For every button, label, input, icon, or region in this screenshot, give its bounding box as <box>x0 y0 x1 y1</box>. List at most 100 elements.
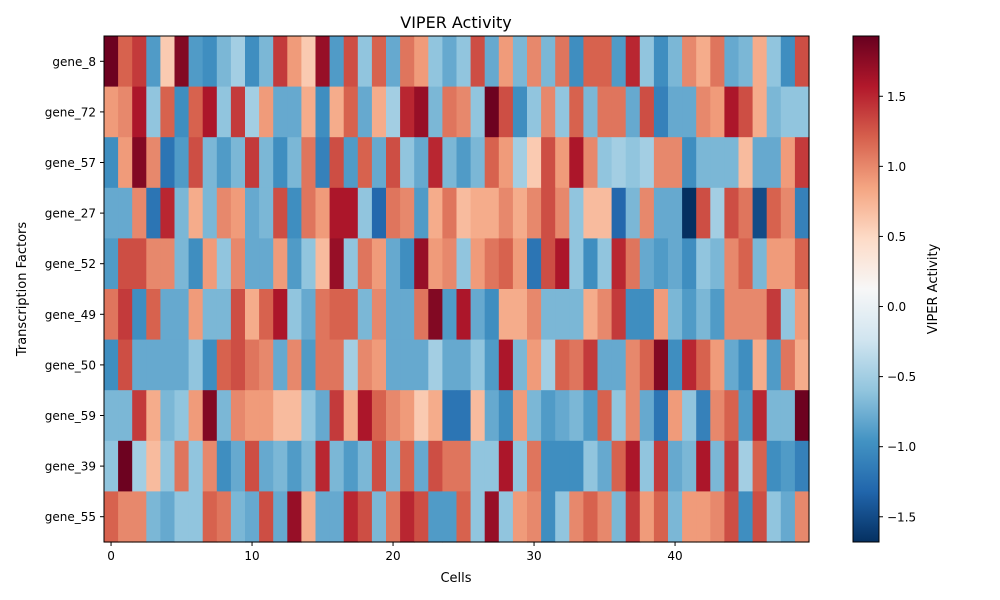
heatmap-cell <box>653 137 669 189</box>
heatmap-cell <box>315 86 331 138</box>
heatmap-cell <box>696 339 711 391</box>
heatmap-cell <box>639 390 655 442</box>
heatmap-cell <box>104 238 119 290</box>
heatmap-cell <box>668 238 683 290</box>
colorbar-tick-label: 1.0 <box>887 160 906 174</box>
heatmap-cell <box>456 491 472 543</box>
heatmap-cell <box>216 187 232 239</box>
heatmap-cell <box>597 36 613 88</box>
heatmap-cell <box>202 289 218 341</box>
heatmap-cell <box>696 36 711 88</box>
heatmap-cell <box>738 238 754 290</box>
heatmap-cell <box>371 289 387 341</box>
heatmap-cell <box>710 36 725 88</box>
heatmap-cell <box>456 36 472 88</box>
heatmap-cell <box>386 390 401 442</box>
heatmap-cell <box>569 238 584 290</box>
heatmap-cell <box>724 36 740 88</box>
heatmap-cell <box>470 187 486 239</box>
heatmap-cell <box>442 187 458 239</box>
heatmap-cell <box>442 86 458 138</box>
heatmap-cell <box>668 86 683 138</box>
heatmap-cell <box>794 440 810 492</box>
heatmap-cell <box>611 491 627 543</box>
heatmap-cells <box>104 36 810 543</box>
heatmap-cell <box>625 339 641 391</box>
heatmap-cell <box>710 289 725 341</box>
heatmap-cell <box>780 238 796 290</box>
heatmap-cell <box>555 440 570 492</box>
heatmap-cell <box>512 390 528 442</box>
heatmap-cell <box>301 289 317 341</box>
heatmap-cell <box>710 238 725 290</box>
heatmap-cell <box>315 238 331 290</box>
heatmap-cell <box>245 289 260 341</box>
heatmap-cell <box>414 137 429 189</box>
heatmap-cell <box>118 86 133 138</box>
heatmap-cell <box>569 289 584 341</box>
heatmap-cell <box>315 491 331 543</box>
heatmap-cell <box>118 390 133 442</box>
heatmap-cell <box>315 289 331 341</box>
heatmap-cell <box>541 86 556 138</box>
heatmap-cell <box>527 339 542 391</box>
heatmap-cell <box>484 390 500 442</box>
heatmap-cell <box>710 137 725 189</box>
heatmap-cell <box>343 137 359 189</box>
heatmap-cell <box>752 36 768 88</box>
heatmap-cell <box>780 289 796 341</box>
heatmap-cell <box>357 187 373 239</box>
heatmap-cell <box>287 491 302 543</box>
heatmap-cell <box>160 390 176 442</box>
heatmap-cell <box>766 440 782 492</box>
heatmap-cell <box>653 238 669 290</box>
heatmap-cell <box>470 289 486 341</box>
heatmap-cell <box>132 440 147 492</box>
heatmap-cell <box>400 36 415 88</box>
heatmap-cell <box>541 440 556 492</box>
heatmap-cell <box>696 187 711 239</box>
heatmap-cell <box>555 86 570 138</box>
heatmap-cell <box>428 238 443 290</box>
heatmap-cell <box>766 36 782 88</box>
heatmap-cell <box>287 440 302 492</box>
heatmap-cell <box>357 238 373 290</box>
heatmap-cell <box>400 86 415 138</box>
heatmap-cell <box>625 238 641 290</box>
heatmap-cell <box>498 491 514 543</box>
heatmap-cell <box>668 36 683 88</box>
heatmap-cell <box>428 440 443 492</box>
heatmap-cell <box>527 137 542 189</box>
heatmap-cell <box>555 36 570 88</box>
heatmap-cell <box>724 137 740 189</box>
heatmap-cell <box>386 440 401 492</box>
heatmap-cell <box>780 137 796 189</box>
heatmap-cell <box>202 137 218 189</box>
heatmap-cell <box>343 187 359 239</box>
heatmap-cell <box>118 339 133 391</box>
heatmap-cell <box>259 86 274 138</box>
heatmap-cell <box>639 491 655 543</box>
heatmap-cell <box>442 137 458 189</box>
heatmap-cell <box>470 36 486 88</box>
heatmap-cell <box>329 440 345 492</box>
heatmap-cell <box>371 36 387 88</box>
heatmap-cell <box>287 390 302 442</box>
heatmap-cell <box>132 137 147 189</box>
heatmap-cell <box>400 390 415 442</box>
heatmap-cell <box>414 86 429 138</box>
heatmap-cell <box>794 36 810 88</box>
heatmap-cell <box>639 339 655 391</box>
y-tick-label: gene_59 <box>45 409 96 423</box>
heatmap-cell <box>653 491 669 543</box>
heatmap-cell <box>371 86 387 138</box>
heatmap-cell <box>738 36 754 88</box>
heatmap-cell <box>216 86 232 138</box>
heatmap-cell <box>498 86 514 138</box>
heatmap-cell <box>230 339 246 391</box>
heatmap-cell <box>456 440 472 492</box>
heatmap-cell <box>752 491 768 543</box>
heatmap-cell <box>738 491 754 543</box>
heatmap-cell <box>132 289 147 341</box>
heatmap-cell <box>315 187 331 239</box>
